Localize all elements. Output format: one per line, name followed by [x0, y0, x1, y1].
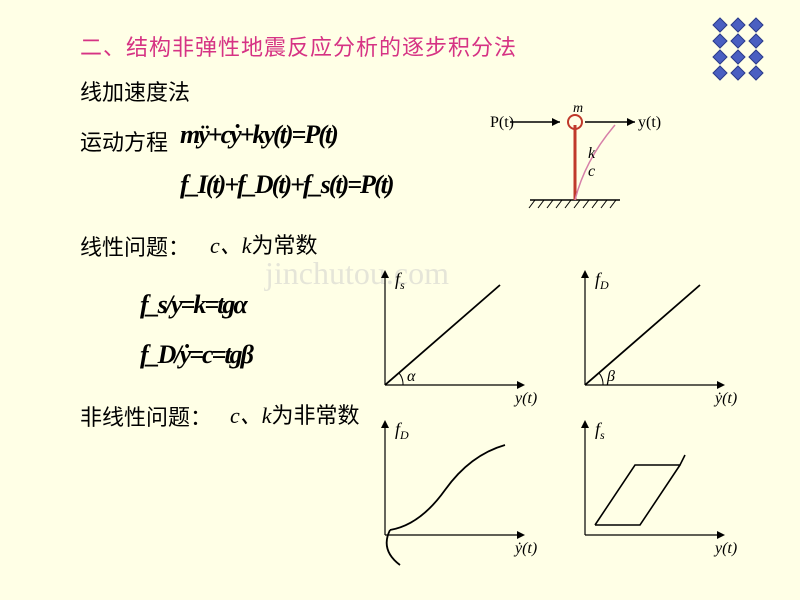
svg-text:m: m — [573, 101, 583, 116]
equation-motion: mÿ+cẏ+ky(t)=P(t) — [180, 120, 337, 150]
equation-forces: f_I(t)+f_D(t)+f_s(t)=P(t) — [180, 170, 392, 200]
svg-text:fs: fs — [595, 420, 605, 442]
section-title: 二、结构非弹性地震反应分析的逐步积分法 — [80, 30, 517, 62]
nonlinear-problem-label: 非线性问题： — [80, 400, 212, 432]
corner-decoration — [710, 15, 780, 85]
equation-fs-linear: f_s/y=k=tgα — [140, 290, 246, 320]
svg-text:β: β — [606, 368, 615, 385]
svg-text:α: α — [407, 368, 416, 385]
equation-fd-linear: f_D/ẏ=c=tgβ — [140, 340, 252, 370]
sdof-diagram: m P(t) y(t) kc — [490, 100, 690, 230]
svg-text:fs: fs — [395, 270, 405, 292]
ck-nonconstants: c、k为非常数 — [230, 398, 360, 430]
chart-linear-fd: fD ẏ(t) β — [560, 270, 755, 420]
svg-text:fD: fD — [395, 420, 409, 442]
method-name: 线加速度法 — [80, 75, 190, 107]
svg-text:y(t): y(t) — [513, 390, 537, 407]
svg-text:c: c — [588, 163, 595, 180]
svg-text:ẏ(t): ẏ(t) — [513, 540, 537, 557]
equation-label: 运动方程 — [80, 125, 168, 157]
chart-nonlinear-fd: fD ẏ(t) — [360, 420, 555, 570]
svg-text:P(t): P(t) — [490, 114, 514, 131]
linear-problem-label: 线性问题： — [80, 230, 190, 262]
chart-linear-fs: fs y(t) α — [360, 270, 555, 420]
svg-text:y(t): y(t) — [638, 114, 661, 131]
svg-text:fD: fD — [595, 270, 609, 292]
chart-nonlinear-fs: fs y(t) — [560, 420, 755, 570]
svg-text:ẏ(t): ẏ(t) — [713, 390, 737, 407]
svg-text:k: k — [588, 145, 596, 162]
svg-text:y(t): y(t) — [713, 540, 737, 557]
